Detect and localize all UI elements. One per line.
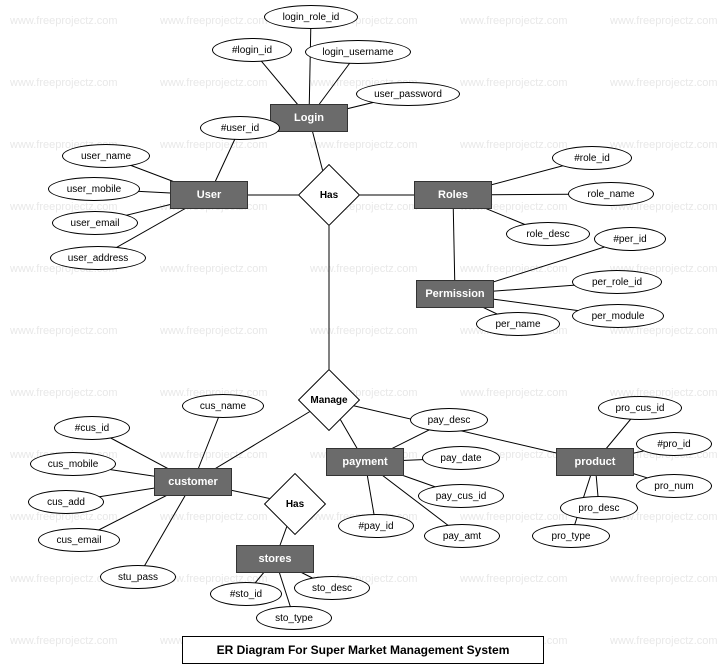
attr-sto_id: #sto_id <box>210 582 282 606</box>
attr-user_email: user_email <box>52 211 138 235</box>
attr-pro_type: pro_type <box>532 524 610 548</box>
entity-customer: customer <box>154 468 232 496</box>
attr-pro_cus_id: pro_cus_id <box>598 396 682 420</box>
attr-user_password: user_password <box>356 82 460 106</box>
attr-user_id: #user_id <box>200 116 280 140</box>
attr-per_name: per_name <box>476 312 560 336</box>
attr-sto_type: sto_type <box>256 606 332 630</box>
attr-sto_desc: sto_desc <box>294 576 370 600</box>
attr-cus_add: cus_add <box>28 490 104 514</box>
attr-pay_cus_id: pay_cus_id <box>418 484 504 508</box>
attr-login_role_id: login_role_id <box>264 5 358 29</box>
attr-login_username: login_username <box>305 40 411 64</box>
attr-role_id: #role_id <box>552 146 632 170</box>
attr-pro_id: #pro_id <box>636 432 712 456</box>
entity-login: Login <box>270 104 348 132</box>
entity-roles: Roles <box>414 181 492 209</box>
attr-user_address: user_address <box>50 246 146 270</box>
attr-pro_desc: pro_desc <box>560 496 638 520</box>
entity-payment: payment <box>326 448 404 476</box>
attr-pay_date: pay_date <box>422 446 500 470</box>
attr-cus_name: cus_name <box>182 394 264 418</box>
attr-role_name: role_name <box>568 182 654 206</box>
relationship-has1: Has <box>299 175 359 215</box>
attr-cus_mobile: cus_mobile <box>30 452 116 476</box>
attr-pay_id: #pay_id <box>338 514 414 538</box>
attr-per_role_id: per_role_id <box>572 270 662 294</box>
attr-cus_email: cus_email <box>38 528 120 552</box>
attr-role_desc: role_desc <box>506 222 590 246</box>
attr-cus_id: #cus_id <box>54 416 130 440</box>
diagram-title: ER Diagram For Super Market Management S… <box>182 636 544 664</box>
relationship-manage: Manage <box>299 380 359 420</box>
entity-permission: Permission <box>416 280 494 308</box>
attr-user_mobile: user_mobile <box>48 177 140 201</box>
entity-product: product <box>556 448 634 476</box>
attr-stu_pass: stu_pass <box>100 565 176 589</box>
attr-login_id: #login_id <box>212 38 292 62</box>
attr-pay_desc: pay_desc <box>410 408 488 432</box>
relationship-has2: Has <box>265 484 325 524</box>
entity-user: User <box>170 181 248 209</box>
attr-per_module: per_module <box>572 304 664 328</box>
attr-user_name: user_name <box>62 144 150 168</box>
attr-pay_amt: pay_amt <box>424 524 500 548</box>
attr-pro_num: pro_num <box>636 474 712 498</box>
entity-stores: stores <box>236 545 314 573</box>
attr-per_id: #per_id <box>594 227 666 251</box>
